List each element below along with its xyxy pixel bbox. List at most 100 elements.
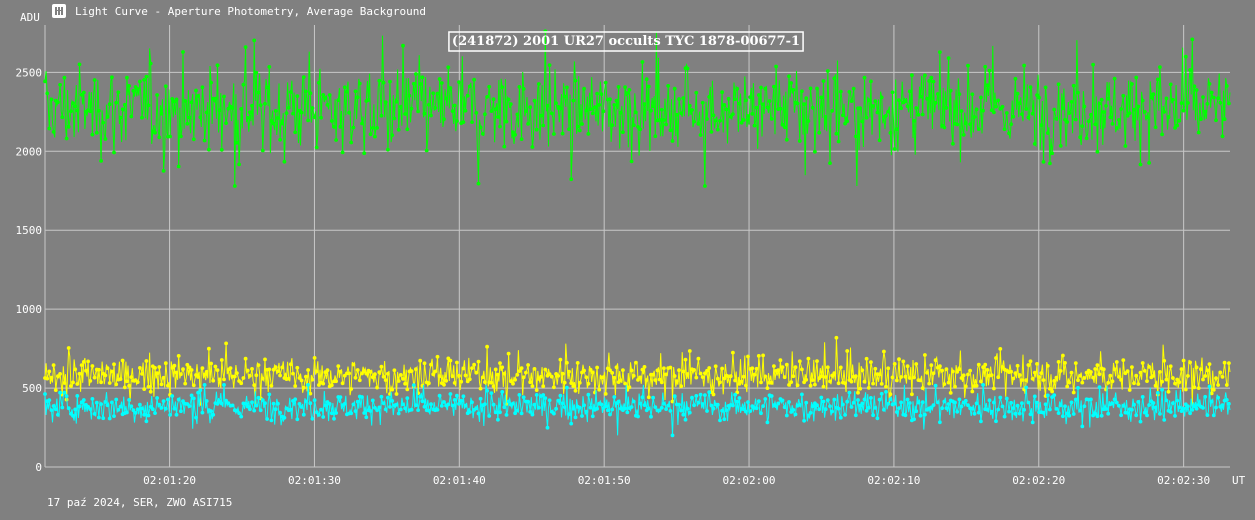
data-point: [772, 84, 776, 89]
data-point: [942, 399, 947, 404]
data-point: [754, 406, 759, 411]
y-tick-label: 0: [35, 461, 42, 474]
data-point: [146, 413, 151, 418]
data-point: [1112, 397, 1117, 402]
data-point: [1222, 360, 1227, 365]
data-point: [301, 412, 306, 417]
data-point: [92, 375, 97, 380]
data-point: [536, 82, 541, 86]
data-point: [700, 100, 705, 105]
data-point: [500, 390, 505, 394]
data-point: [720, 408, 724, 413]
data-point: [256, 363, 261, 367]
data-point: [1194, 88, 1199, 92]
data-point: [263, 401, 267, 406]
data-point: [1106, 411, 1111, 416]
data-point: [951, 141, 955, 146]
data-point: [396, 127, 401, 132]
data-point: [595, 91, 599, 96]
data-point: [853, 134, 858, 139]
data-point: [957, 367, 962, 372]
data-point: [694, 394, 699, 398]
data-point: [664, 122, 668, 127]
data-point: [1151, 374, 1156, 378]
data-point: [414, 72, 418, 76]
data-point: [1147, 365, 1151, 369]
data-point: [312, 356, 317, 360]
data-point: [317, 413, 321, 417]
data-point: [1013, 411, 1018, 416]
data-point: [953, 384, 957, 389]
x-tick-label: 02:01:40: [433, 474, 486, 487]
data-point: [241, 82, 246, 87]
data-point: [687, 410, 692, 415]
data-point: [183, 99, 188, 103]
data-point: [1000, 365, 1005, 369]
data-point: [483, 402, 487, 406]
data-point: [1084, 136, 1089, 141]
data-point: [388, 405, 392, 409]
data-point: [174, 412, 179, 417]
data-point: [1071, 390, 1076, 395]
data-point: [1127, 111, 1132, 115]
data-point: [623, 381, 627, 386]
data-point: [1132, 402, 1136, 407]
data-point: [526, 363, 530, 367]
data-point: [933, 101, 938, 105]
data-point: [183, 381, 188, 386]
data-point: [985, 407, 990, 412]
data-point: [496, 372, 500, 377]
data-point: [146, 384, 151, 389]
data-point: [733, 97, 737, 102]
data-point: [1041, 378, 1046, 382]
data-point: [744, 383, 748, 388]
data-point: [629, 159, 634, 164]
data-point: [1069, 100, 1074, 104]
data-point: [416, 109, 420, 114]
data-point: [437, 77, 442, 81]
data-point: [625, 91, 630, 95]
data-point: [478, 396, 483, 401]
data-point: [828, 379, 832, 384]
data-point: [634, 360, 638, 365]
data-point: [392, 368, 397, 373]
data-point: [567, 412, 571, 417]
data-point: [752, 123, 757, 128]
data-point: [653, 378, 658, 382]
data-point: [168, 413, 173, 417]
data-point: [252, 408, 257, 413]
data-point: [910, 73, 914, 78]
data-point: [966, 372, 970, 377]
data-point: [424, 148, 429, 153]
data-point: [1017, 101, 1022, 106]
data-point: [1173, 381, 1177, 386]
data-point: [73, 104, 78, 109]
data-point: [562, 380, 567, 385]
data-point: [99, 380, 103, 385]
data-point: [1209, 90, 1214, 95]
data-point: [222, 383, 226, 387]
data-point: [349, 387, 354, 391]
data-point: [543, 367, 548, 372]
data-point: [411, 81, 416, 86]
data-point: [797, 359, 802, 364]
data-point: [394, 99, 399, 104]
data-point: [1164, 398, 1169, 403]
data-point: [1162, 418, 1167, 422]
data-point: [690, 395, 694, 400]
data-point: [636, 125, 640, 129]
data-point: [961, 133, 966, 137]
data-point: [761, 404, 765, 408]
data-point: [679, 111, 684, 116]
data-point: [871, 381, 875, 386]
data-point: [103, 137, 108, 141]
data-point: [461, 394, 466, 399]
data-point: [709, 130, 714, 134]
data-point: [448, 392, 453, 396]
data-point: [79, 363, 84, 367]
data-point: [1028, 359, 1033, 364]
data-point: [625, 410, 630, 415]
data-point: [989, 409, 994, 414]
data-point: [103, 400, 108, 404]
data-point: [159, 111, 164, 116]
